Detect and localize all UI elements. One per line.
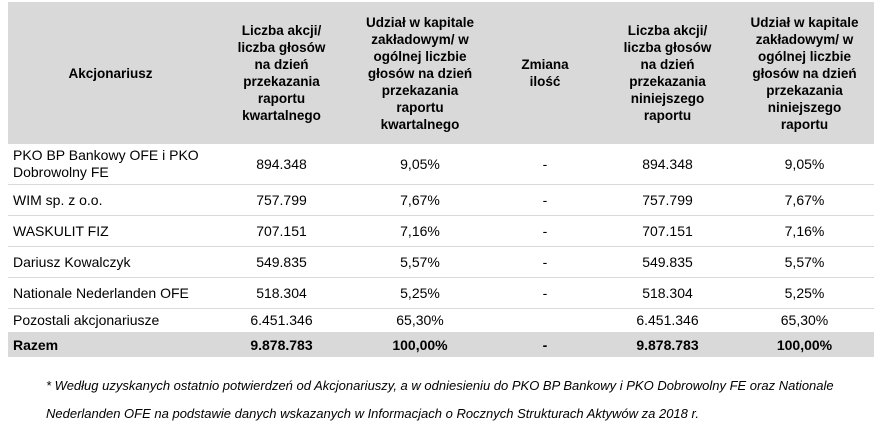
table-header-row: Akcjonariusz Liczba akcji/ liczba głosów… <box>8 2 874 144</box>
cell-shares-quarterly: 549.835 <box>213 246 350 278</box>
table-row: WIM sp. z o.o. 757.799 7,67% - 757.799 7… <box>8 184 874 216</box>
total-stake-quarterly: 100,00% <box>350 332 490 357</box>
total-shares-quarterly: 9.878.783 <box>213 332 350 357</box>
header-change: Zmiana ilość <box>490 2 600 144</box>
cell-shares-quarterly: 707.151 <box>213 215 350 247</box>
cell-shares-current: 894.348 <box>600 144 735 185</box>
cell-shareholder: Pozostali akcjonariusze <box>8 308 213 333</box>
shareholder-table: Akcjonariusz Liczba akcji/ liczba głosów… <box>8 2 874 357</box>
cell-change: - <box>490 246 600 278</box>
cell-stake-current: 9,05% <box>735 144 874 185</box>
total-label: Razem <box>8 332 213 357</box>
cell-shares-quarterly: 6.451.346 <box>213 308 350 333</box>
total-shares-current: 9.878.783 <box>600 332 735 357</box>
cell-stake-quarterly: 65,30% <box>350 308 490 333</box>
header-stake-current: Udział w kapitale zakładowym/ w ogólnej … <box>735 2 874 144</box>
cell-stake-quarterly: 7,16% <box>350 215 490 247</box>
cell-stake-quarterly: 9,05% <box>350 144 490 185</box>
table-row: Nationale Nederlanden OFE 518.304 5,25% … <box>8 277 874 309</box>
table-total-row: Razem 9.878.783 100,00% - 9.878.783 100,… <box>8 332 874 357</box>
cell-stake-current: 7,67% <box>735 184 874 216</box>
cell-shares-current: 549.835 <box>600 246 735 278</box>
table-row: WASKULIT FIZ 707.151 7,16% - 707.151 7,1… <box>8 215 874 247</box>
cell-change: - <box>490 215 600 247</box>
cell-change <box>490 308 600 333</box>
cell-shares-current: 757.799 <box>600 184 735 216</box>
cell-shares-current: 6.451.346 <box>600 308 735 333</box>
cell-change: - <box>490 277 600 309</box>
cell-shareholder: WIM sp. z o.o. <box>8 184 213 216</box>
cell-stake-quarterly: 7,67% <box>350 184 490 216</box>
cell-stake-current: 7,16% <box>735 215 874 247</box>
table-row: PKO BP Bankowy OFE i PKO Dobrowolny FE 8… <box>8 144 874 185</box>
cell-stake-current: 65,30% <box>735 308 874 333</box>
header-stake-quarterly: Udział w kapitale zakładowym/ w ogólnej … <box>350 2 490 144</box>
cell-shares-quarterly: 757.799 <box>213 184 350 216</box>
cell-stake-current: 5,57% <box>735 246 874 278</box>
cell-stake-quarterly: 5,57% <box>350 246 490 278</box>
cell-shareholder: PKO BP Bankowy OFE i PKO Dobrowolny FE <box>8 144 213 185</box>
total-stake-current: 100,00% <box>735 332 874 357</box>
header-shares-current: Liczba akcji/ liczba głosów na dzień prz… <box>600 2 735 144</box>
cell-shares-current: 518.304 <box>600 277 735 309</box>
table-row: Pozostali akcjonariusze 6.451.346 65,30%… <box>8 308 874 333</box>
cell-shareholder: Nationale Nederlanden OFE <box>8 277 213 309</box>
header-shareholder: Akcjonariusz <box>8 2 213 144</box>
cell-shares-quarterly: 518.304 <box>213 277 350 309</box>
cell-change: - <box>490 144 600 185</box>
cell-shares-quarterly: 894.348 <box>213 144 350 185</box>
cell-shares-current: 707.151 <box>600 215 735 247</box>
cell-change: - <box>490 184 600 216</box>
cell-shareholder: Dariusz Kowalczyk <box>8 246 213 278</box>
cell-stake-quarterly: 5,25% <box>350 277 490 309</box>
header-shares-quarterly: Liczba akcji/ liczba głosów na dzień prz… <box>213 2 350 144</box>
footnote: * Według uzyskanych ostatnio potwierdzeń… <box>46 378 834 421</box>
cell-stake-current: 5,25% <box>735 277 874 309</box>
table-row: Dariusz Kowalczyk 549.835 5,57% - 549.83… <box>8 246 874 278</box>
cell-shareholder: WASKULIT FIZ <box>8 215 213 247</box>
total-change: - <box>490 332 600 357</box>
